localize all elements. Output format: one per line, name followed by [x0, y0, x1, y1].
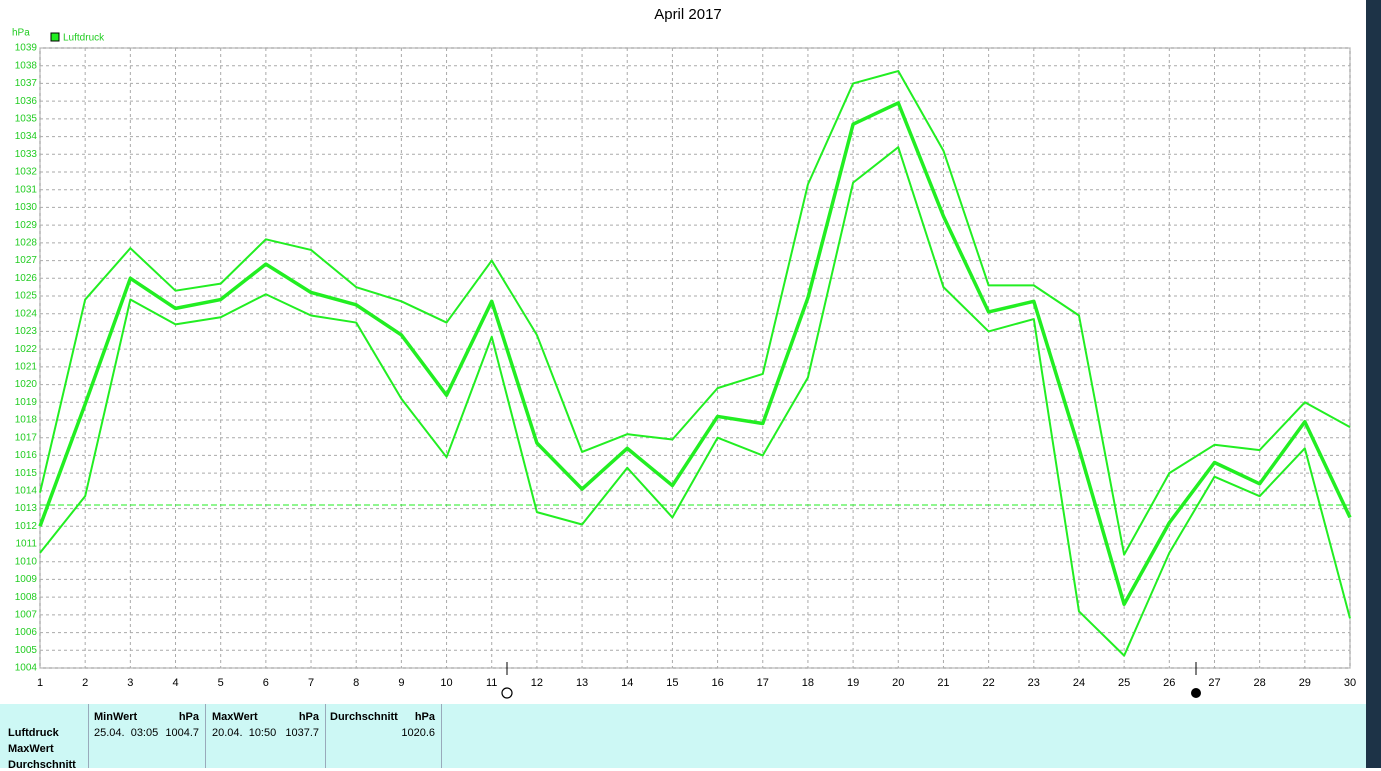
new-moon-icon — [1191, 688, 1201, 698]
desktop-edge — [1366, 0, 1381, 768]
y-tick-label: 1019 — [15, 397, 38, 408]
y-tick-label: 1011 — [15, 539, 37, 550]
y-tick-label: 1017 — [15, 432, 38, 443]
y-tick-label: 1029 — [15, 220, 38, 231]
y-tick-label: 1005 — [15, 645, 38, 656]
y-tick-label: 1004 — [15, 663, 38, 674]
avg-value: 1020.6 — [401, 727, 435, 739]
col-title: MaxWert — [212, 711, 258, 723]
y-tick-label: 1037 — [15, 78, 38, 89]
y-tick-label: 1010 — [15, 556, 38, 567]
legend-swatch — [50, 32, 60, 42]
row-label: Durchschnitt — [8, 759, 76, 771]
series-line — [39, 70, 1351, 556]
x-tick-label: 14 — [621, 677, 633, 689]
x-tick-label: 25 — [1118, 677, 1130, 689]
stats-panel: Luftdruck MaxWert Durchschnitt MinWert h… — [0, 704, 1366, 771]
x-tick-label: 11 — [486, 677, 497, 689]
y-tick-label: 1038 — [15, 60, 38, 71]
x-tick-label: 30 — [1344, 677, 1356, 689]
stats-column: Durchschnitt hPa 1020.6 — [326, 704, 442, 768]
y-tick-label: 1039 — [15, 43, 38, 54]
y-tick-label: 1018 — [15, 415, 38, 426]
y-tick-label: 1033 — [15, 149, 38, 160]
x-tick-label: 8 — [353, 677, 359, 689]
x-tick-label: 21 — [937, 677, 949, 689]
y-tick-label: 1020 — [15, 379, 38, 390]
x-tick-label: 28 — [1254, 677, 1266, 689]
y-tick-label: 1026 — [15, 273, 38, 284]
x-tick-label: 16 — [711, 677, 723, 689]
y-tick-label: 1012 — [15, 521, 38, 532]
min-date: 25.04. 03:05 — [94, 727, 159, 739]
max-date: 20.04. 10:50 — [212, 727, 277, 739]
col-title: MinWert — [94, 711, 138, 723]
max-value: 1037.7 — [285, 727, 319, 739]
x-tick-label: 7 — [308, 677, 314, 689]
y-tick-label: 1028 — [15, 237, 38, 248]
y-tick-label: 1035 — [15, 113, 38, 124]
y-tick-label: 1013 — [15, 503, 38, 514]
y-tick-label: 1021 — [15, 361, 38, 372]
y-tick-label: 1030 — [15, 202, 38, 213]
row-label: Luftdruck — [8, 727, 59, 739]
y-tick-label: 1007 — [15, 609, 38, 620]
x-tick-label: 15 — [666, 677, 678, 689]
y-tick-label: 1036 — [15, 96, 38, 107]
stats-column: Luftdruck MaxWert Durchschnitt — [0, 704, 89, 771]
plot-frame — [39, 47, 1351, 669]
x-tick-label: 20 — [892, 677, 904, 689]
y-tick-label: 1008 — [15, 592, 38, 603]
series-line — [38, 101, 1352, 606]
y-tick-label: 1016 — [15, 450, 38, 461]
x-tick-label: 4 — [172, 677, 178, 689]
full-moon-icon — [501, 687, 513, 699]
y-tick-label: 1014 — [15, 485, 38, 496]
y-axis-label: hPa — [12, 28, 30, 39]
series-line — [39, 146, 1351, 657]
col-unit: hPa — [414, 711, 435, 723]
x-tick-label: 23 — [1028, 677, 1040, 689]
x-tick-label: 17 — [757, 677, 769, 689]
y-tick-label: 1009 — [15, 574, 38, 585]
x-tick-label: 19 — [847, 677, 859, 689]
col-unit: hPa — [298, 711, 319, 723]
x-tick-label: 18 — [802, 677, 814, 689]
y-tick-label: 1027 — [15, 255, 38, 266]
y-tick-label: 1031 — [15, 184, 38, 195]
y-tick-label: 1023 — [15, 326, 38, 337]
x-tick-label: 22 — [982, 677, 994, 689]
legend-label: Luftdruck — [63, 33, 105, 44]
x-tick-label: 13 — [576, 677, 588, 689]
x-tick-label: 24 — [1073, 677, 1085, 689]
x-tick-label: 10 — [440, 677, 452, 689]
y-tick-label: 1025 — [15, 291, 38, 302]
x-tick-label: 3 — [127, 677, 133, 689]
x-tick-label: 12 — [531, 677, 543, 689]
row-label: MaxWert — [8, 743, 54, 755]
y-tick-label: 1034 — [15, 131, 38, 142]
chart-title: April 2017 — [654, 6, 722, 23]
y-tick-label: 1024 — [15, 308, 38, 319]
x-tick-label: 6 — [263, 677, 269, 689]
x-tick-label: 26 — [1163, 677, 1175, 689]
col-title: Durchschnitt — [330, 711, 398, 723]
y-tick-label: 1015 — [15, 468, 38, 479]
x-tick-label: 5 — [218, 677, 224, 689]
stats-column: MaxWert hPa 20.04. 10:50 1037.7 — [206, 704, 326, 768]
chart: April 2017 hPa Luftdruck 1004 1005 1006 100… — [12, 6, 1356, 699]
y-tick-label: 1006 — [15, 627, 38, 638]
x-tick-label: 1 — [37, 677, 43, 689]
x-tick-label: 29 — [1299, 677, 1311, 689]
col-unit: hPa — [178, 711, 199, 723]
min-value: 1004.7 — [165, 727, 199, 739]
x-tick-label: 2 — [82, 677, 88, 689]
y-tick-label: 1022 — [15, 344, 38, 355]
x-tick-label: 9 — [398, 677, 404, 689]
x-tick-label: 27 — [1208, 677, 1220, 689]
stats-column: MinWert hPa 25.04. 03:05 1004.7 — [89, 704, 206, 768]
y-tick-label: 1032 — [15, 167, 38, 178]
